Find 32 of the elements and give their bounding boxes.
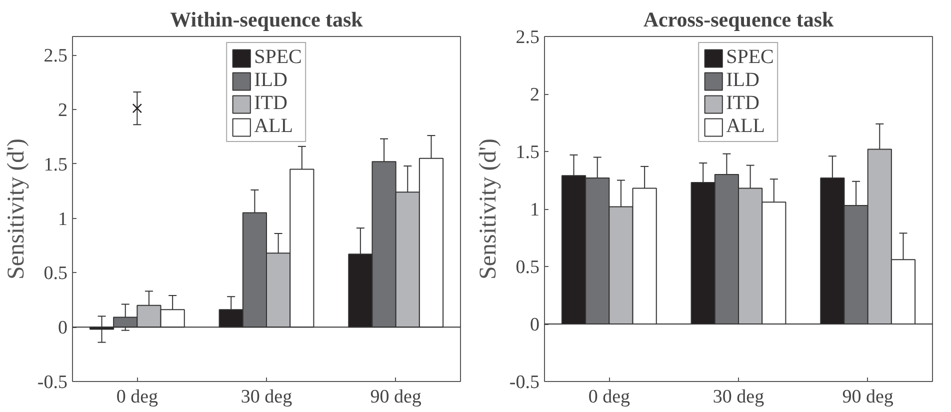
y-tick-label: 2: [58, 100, 68, 121]
chart-title: Within-sequence task: [170, 8, 364, 32]
y-tick-label: 2.5: [44, 46, 68, 66]
legend-label: ILD: [254, 69, 288, 92]
y-tick-label: -0.5: [37, 372, 68, 393]
legend-label: ITD: [726, 92, 760, 115]
y-tick-label: 0: [530, 314, 540, 336]
x-tick-label: 30 deg: [240, 386, 293, 408]
y-axis-title: Sensitivity (d'): [3, 138, 30, 280]
x-tick-label: 0 deg: [116, 386, 159, 408]
legend-label: ITD: [254, 92, 288, 115]
chart-title: Across-sequence task: [643, 8, 834, 32]
y-tick-label: 0: [58, 318, 68, 339]
legend-label: ALL: [254, 115, 293, 138]
legend-label: SPEC: [254, 46, 302, 69]
x-tick-label: 0 deg: [588, 386, 631, 408]
y-tick-label: 1.5: [44, 154, 68, 176]
y-tick-label: 2.5: [516, 27, 540, 48]
y-tick-label: 1.5: [516, 142, 540, 163]
y-tick-label: 0.5: [44, 263, 68, 284]
y-tick-label: 1: [530, 200, 540, 220]
y-tick-label: 1: [58, 208, 68, 230]
y-axis-title: Sensitivity (d'): [475, 138, 502, 280]
legend-label: SPEC: [726, 46, 774, 69]
y-tick-label: 0.5: [516, 257, 540, 278]
legend-label: ALL: [726, 115, 765, 138]
legend-label: ILD: [726, 69, 760, 92]
x-tick-label: 90 deg: [842, 386, 894, 408]
x-tick-label: 90 deg: [370, 386, 422, 408]
y-tick-label: 2: [530, 84, 540, 106]
y-tick-label: -0.5: [509, 372, 540, 393]
x-tick-label: 30 deg: [712, 386, 765, 408]
